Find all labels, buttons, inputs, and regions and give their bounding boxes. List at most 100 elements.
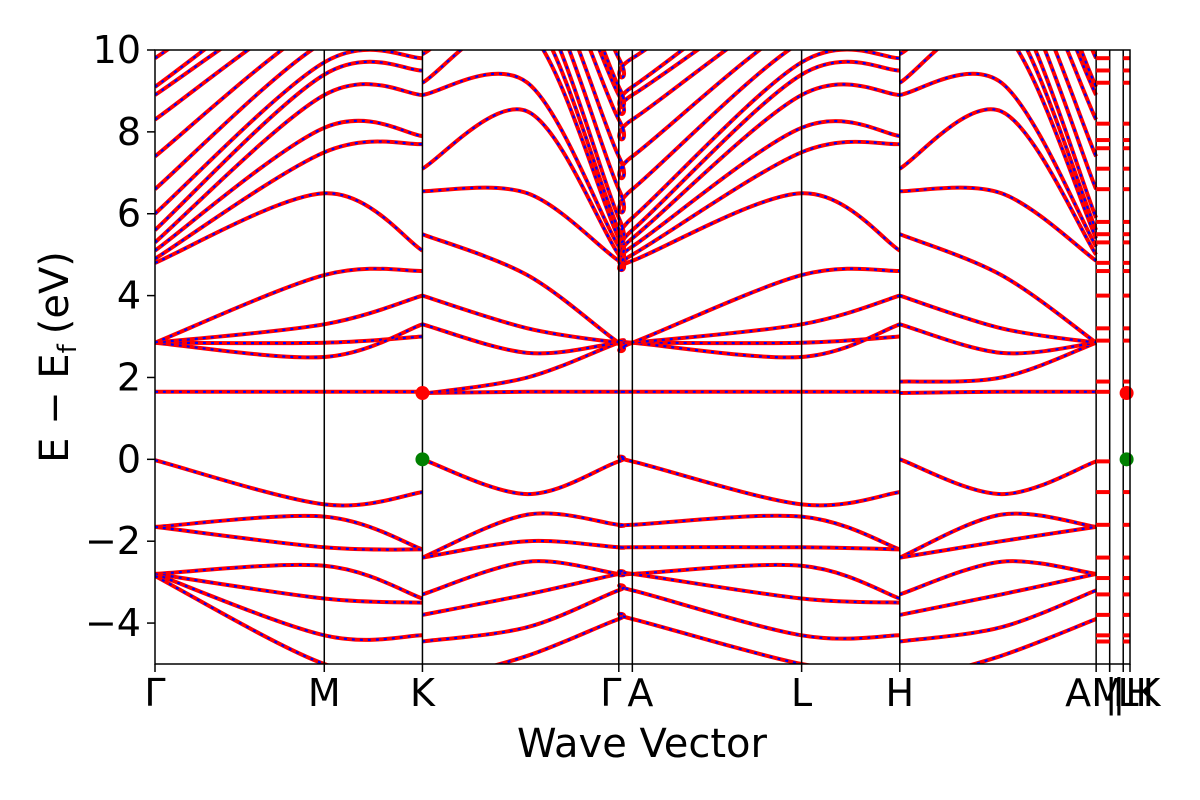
band-line-red [597, 50, 701, 116]
x-axis-title: Wave Vector [517, 721, 768, 767]
y-axis-ticks: −4 −2 0 2 4 6 8 10 [85, 28, 155, 645]
band-line-blue [422, 584, 900, 643]
band-line-red [899, 588, 1097, 644]
band-line-red [899, 71, 1098, 248]
x-tick-label: L [791, 671, 812, 715]
y-axis-title-sub: f [53, 343, 83, 353]
y-tick-label: 6 [117, 192, 141, 236]
band-line-red [601, 50, 686, 110]
band-line-blue [899, 294, 1097, 344]
x-tick-label: H [886, 671, 915, 715]
band-line-red [899, 185, 1098, 263]
band-line-blue [589, 50, 728, 141]
band-edge-markers [415, 386, 1134, 467]
band-edge-marker [1119, 386, 1134, 401]
band-line-red [155, 50, 316, 191]
band-line-red [155, 50, 223, 97]
band-line-red [155, 293, 423, 345]
x-tick-label: M [308, 671, 341, 715]
band-line-blue [155, 575, 328, 664]
band-line-blue [421, 50, 900, 255]
band-line-blue [899, 589, 1097, 643]
x-tick-label: A [1065, 671, 1091, 715]
band-line-blue [155, 525, 423, 551]
band-line-blue [1066, 50, 1098, 121]
y-tick-label: 10 [93, 28, 141, 72]
band-line-red [421, 511, 901, 560]
band-line-blue [899, 50, 1098, 239]
band-line-red [155, 562, 424, 601]
band-line-red [588, 50, 730, 142]
band-line-blue [422, 186, 901, 271]
band-line-blue [899, 512, 1097, 559]
band-line-red [1033, 50, 1098, 219]
band-line-blue [155, 50, 284, 158]
y-axis-title-unit: (eV) [32, 251, 78, 334]
x-tick-label: Γ [600, 671, 621, 715]
band-line-red [1042, 50, 1098, 190]
band-line-red [421, 232, 900, 354]
band-line-blue [899, 108, 1098, 256]
x-tick-label: Γ [144, 671, 165, 715]
band-line-red [155, 50, 286, 158]
y-axis-title-main: E − E [32, 353, 78, 463]
band-line-red [899, 389, 1097, 395]
y-tick-label: 2 [117, 355, 141, 399]
band-line-blue [155, 335, 423, 345]
band-line-blue [899, 458, 1097, 496]
y-axis-title: E − Ef (eV) [32, 251, 83, 463]
band-line-blue [155, 192, 423, 264]
band-line-red [155, 572, 423, 642]
band-line-red [155, 513, 424, 552]
band-line-blue [421, 108, 900, 272]
band-line-red [421, 454, 901, 508]
band-line-blue [899, 560, 1097, 596]
band-line-blue [155, 50, 222, 96]
band-line-red [422, 185, 901, 272]
x-tick-label: K [1136, 671, 1162, 715]
band-line-blue [1054, 50, 1098, 157]
band-line-red [1078, 50, 1098, 88]
band-line-blue [899, 323, 1097, 355]
band-line-blue [155, 83, 423, 244]
band-line-blue [899, 572, 1097, 616]
band-line-red [421, 293, 901, 347]
band-line-red [899, 559, 1097, 597]
band-line-red [422, 569, 900, 617]
x-tick-label: A [627, 671, 653, 715]
band-line-blue [422, 294, 901, 346]
band-edge-marker [1119, 452, 1134, 467]
high-symmetry-lines [323, 50, 1124, 664]
band-line-blue [155, 572, 423, 641]
band-line-red [612, 50, 649, 80]
band-line-blue [155, 459, 423, 507]
y-tick-label: −4 [85, 601, 141, 645]
band-line-blue [422, 539, 900, 559]
band-line-blue [155, 267, 423, 344]
band-line-red [422, 538, 900, 560]
band-line-red [899, 340, 1097, 384]
band-line-red [155, 266, 423, 345]
y-tick-label: 8 [117, 110, 141, 154]
band-line-red [567, 50, 793, 215]
band-line-blue [155, 50, 314, 191]
band-line-blue [421, 50, 900, 262]
x-tick-label: |L [1105, 671, 1139, 716]
x-tick-label: M [1091, 671, 1124, 715]
plot-frame [154, 49, 1131, 665]
band-line-blue [422, 233, 900, 353]
band-line-blue [899, 50, 1098, 231]
band-line-blue [155, 50, 423, 215]
band-line-blue [899, 233, 1097, 344]
band-line-red [1065, 50, 1098, 121]
band-line-red [898, 50, 1098, 231]
band-line-red [576, 50, 763, 181]
y-tick-label: 4 [117, 274, 141, 318]
band-line-blue [155, 572, 423, 604]
band-line-red [421, 50, 900, 256]
band-line-blue [155, 60, 423, 231]
x-axis-ticks: Γ M K Γ A L H A |LM|HK [144, 664, 1162, 716]
band-line-blue [1079, 50, 1098, 88]
bands-layer [155, 50, 1098, 664]
